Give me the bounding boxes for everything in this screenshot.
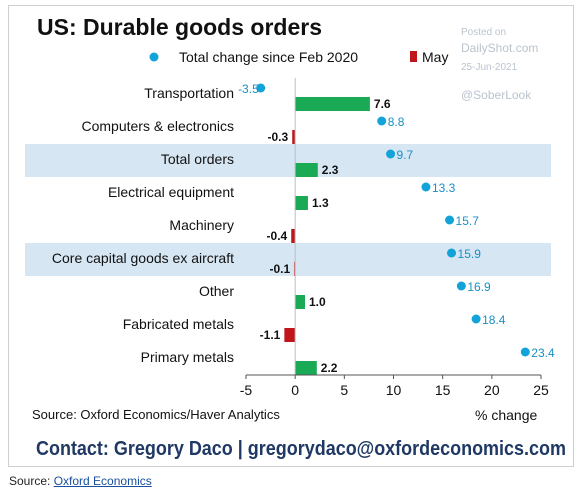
bar-may (295, 163, 318, 177)
bar-value-label: 2.2 (321, 361, 338, 375)
x-tick-label: 15 (435, 382, 451, 398)
chart-source: Source: Oxford Economics/Haver Analytics (32, 407, 280, 422)
highlight-band (25, 144, 551, 177)
dot-total-change (520, 347, 530, 357)
contact-line: Contact: Gregory Daco | gregorydaco@oxfo… (36, 438, 566, 460)
dot-value-label: 13.3 (432, 181, 456, 195)
bar-may (295, 97, 370, 111)
bar-may (291, 229, 296, 243)
x-tick-label: 0 (291, 382, 299, 398)
dot-value-label: 8.8 (388, 115, 405, 129)
category-label: Core capital goods ex aircraft (52, 250, 234, 266)
category-label: Primary metals (141, 349, 234, 365)
x-tick-label: 10 (386, 382, 402, 398)
chart-title: US: Durable goods orders (37, 14, 322, 40)
bar-value-label: -0.4 (267, 229, 288, 243)
dot-total-change (386, 149, 396, 159)
dot-total-change (471, 314, 481, 324)
dot-total-change (421, 182, 431, 192)
bar-value-label: -0.3 (268, 130, 289, 144)
category-label: Electrical equipment (108, 184, 234, 200)
legend: Total change since Feb 2020 May (149, 49, 448, 65)
watermark-site: DailyShot.com (461, 41, 539, 55)
dot-total-change (377, 116, 387, 126)
chart-frame: US: Durable goods orders Total change si… (8, 5, 574, 467)
category-label: Other (199, 283, 234, 299)
dot-value-label: 15.9 (458, 247, 482, 261)
bar-may (284, 328, 296, 342)
bar-value-label: -0.1 (269, 262, 290, 276)
dot-value-label: 15.7 (456, 214, 480, 228)
x-tick-label: 20 (484, 382, 500, 398)
dot-total-change (256, 83, 266, 93)
x-axis-label: % change (475, 407, 537, 423)
x-tick-label: 5 (340, 382, 348, 398)
watermark-date: 25-Jun-2021 (461, 62, 518, 73)
category-label: Computers & electronics (81, 118, 234, 134)
dot-total-change (445, 215, 455, 225)
category-label: Transportation (144, 85, 234, 101)
category-label: Fabricated metals (123, 316, 234, 332)
dot-value-label: -3.5 (238, 82, 259, 96)
oxford-economics-link[interactable]: Oxford Economics (53, 474, 152, 488)
legend-label-total-change: Total change since Feb 2020 (179, 49, 358, 65)
bar-value-label: -1.1 (260, 328, 281, 342)
watermark-handle: @SoberLook (461, 88, 532, 102)
legend-dot-icon (149, 52, 159, 62)
category-label: Total orders (161, 151, 234, 167)
dot-value-label: 9.7 (397, 148, 414, 162)
dot-value-label: 18.4 (482, 313, 506, 327)
dot-value-label: 23.4 (531, 346, 555, 360)
footer-source-prefix: Source: (9, 474, 51, 488)
category-label: Machinery (169, 217, 234, 233)
bar-may (292, 130, 296, 144)
bar-may (295, 361, 317, 375)
bar-may (295, 196, 308, 210)
x-tick-label: 25 (533, 382, 549, 398)
bar-value-label: 1.0 (309, 295, 326, 309)
dot-total-change (447, 248, 457, 258)
bar-may (295, 295, 305, 309)
legend-label-may: May (422, 49, 448, 65)
bar-value-label: 7.6 (374, 97, 391, 111)
x-tick-label: -5 (240, 382, 253, 398)
bar-value-label: 1.3 (312, 196, 329, 210)
highlight-band (25, 243, 551, 276)
watermark-posted-on: Posted on (461, 27, 507, 38)
footer-source: Source: Oxford Economics (9, 474, 152, 488)
dot-value-label: 16.9 (467, 280, 491, 294)
bar-value-label: 2.3 (322, 163, 339, 177)
legend-bar-icon (410, 51, 417, 62)
chart: US: Durable goods orders Total change si… (25, 14, 566, 460)
dot-total-change (456, 281, 466, 291)
